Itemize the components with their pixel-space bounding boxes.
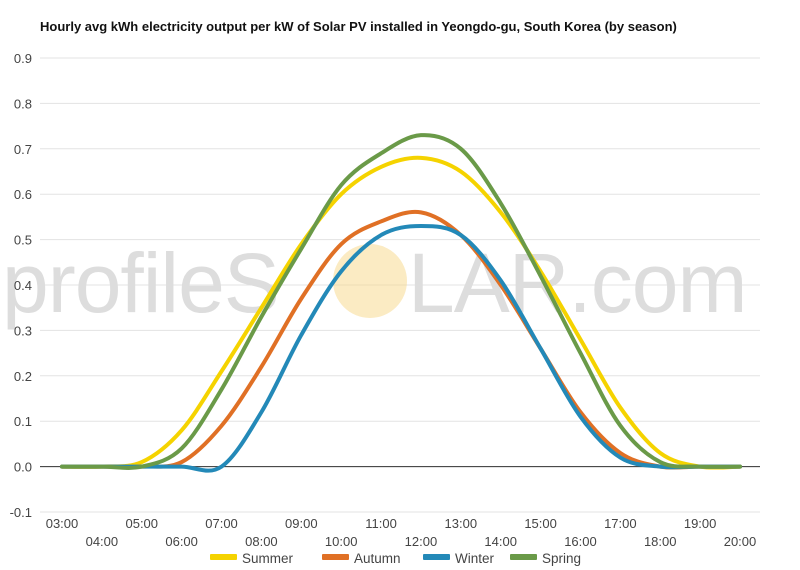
watermark-text-left: profileS	[2, 236, 279, 330]
x-tick-label: 13:00	[445, 516, 478, 531]
x-tick-label: 03:00	[46, 516, 79, 531]
legend-label-spring: Spring	[542, 551, 581, 566]
y-tick-label: 0.8	[14, 96, 32, 111]
chart-title: Hourly avg kWh electricity output per kW…	[40, 19, 677, 34]
legend-swatch-spring	[510, 554, 537, 560]
x-tick-label: 07:00	[205, 516, 238, 531]
x-tick-label: 04:00	[86, 534, 119, 549]
watermark-sun-icon	[333, 244, 407, 318]
legend-label-autumn: Autumn	[354, 551, 401, 566]
x-tick-label: 08:00	[245, 534, 278, 549]
legend-label-winter: Winter	[455, 551, 495, 566]
y-tick-label: 0.2	[14, 369, 32, 384]
watermark: profileS LAR.com	[2, 236, 747, 330]
y-tick-label: 0.9	[14, 51, 32, 66]
legend: Summer Autumn Winter Spring	[210, 551, 581, 566]
y-axis-ticks: -0.1 0.0 0.1 0.2 0.3 0.4 0.5 0.6 0.7 0.8 0.9	[10, 51, 32, 520]
y-tick-label: 0.5	[14, 233, 32, 248]
y-tick-label: -0.1	[10, 505, 32, 520]
grid-lines	[40, 57, 760, 513]
legend-label-summer: Summer	[242, 551, 294, 566]
x-tick-label: 09:00	[285, 516, 318, 531]
x-tick-label: 19:00	[684, 516, 717, 531]
legend-swatch-winter	[423, 554, 450, 560]
series-line-winter	[60, 223, 742, 473]
y-tick-label: 0.0	[14, 460, 32, 475]
x-tick-label: 06:00	[165, 534, 198, 549]
y-tick-label: 0.1	[14, 414, 32, 429]
x-tick-label: 10:00	[325, 534, 358, 549]
series-line-summer	[60, 155, 742, 470]
y-tick-label: 0.4	[14, 278, 32, 293]
x-tick-label: 18:00	[644, 534, 677, 549]
x-tick-label: 20:00	[724, 534, 757, 549]
x-tick-label: 14:00	[484, 534, 517, 549]
x-tick-label: 16:00	[564, 534, 597, 549]
series-line-spring	[60, 133, 742, 470]
series-lines	[60, 133, 742, 473]
legend-swatch-summer	[210, 554, 237, 560]
x-axis-ticks: 03:00 04:00 05:00 06:00 07:00 08:00 09:00 10:00…	[46, 516, 757, 549]
x-tick-label: 05:00	[125, 516, 158, 531]
x-tick-label: 11:00	[365, 516, 397, 531]
y-tick-label: 0.7	[14, 142, 32, 157]
x-tick-label: 15:00	[524, 516, 557, 531]
y-tick-label: 0.3	[14, 323, 32, 338]
watermark-text-right: LAR.com	[408, 236, 746, 330]
series-line-autumn	[60, 209, 742, 470]
x-tick-label: 17:00	[604, 516, 637, 531]
x-tick-label: 12:00	[405, 534, 438, 549]
y-tick-label: 0.6	[14, 187, 32, 202]
legend-swatch-autumn	[322, 554, 349, 560]
